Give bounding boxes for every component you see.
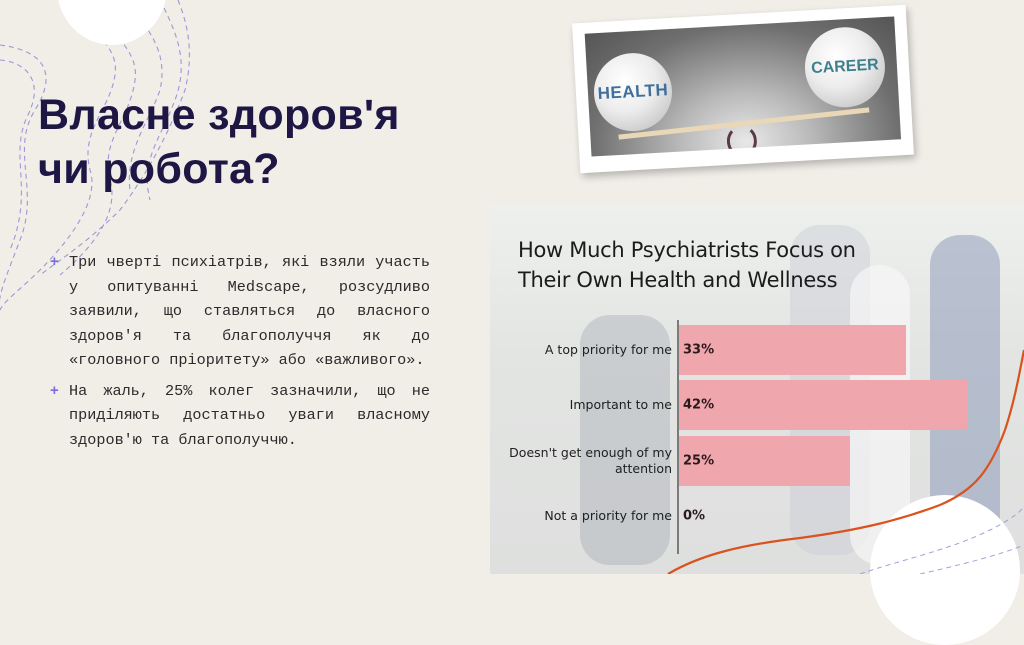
career-ball: CAREER <box>802 25 888 110</box>
bar-row: Important to me 42% <box>490 380 1024 430</box>
balance-image: HEALTH CAREER <box>584 16 902 157</box>
chart-title: How Much Psychiatrists Focus on Their Ow… <box>518 235 856 295</box>
bar-value: 25% <box>683 453 715 469</box>
fulcrum-ring <box>726 124 758 157</box>
bar-label: Not a priority for me <box>544 508 672 523</box>
decorative-circle-top <box>57 0 167 45</box>
health-ball: HEALTH <box>591 51 675 134</box>
bar-row: Doesn't get enough of my attention 25% <box>490 436 1024 486</box>
bullet-text: Три чверті психіатрів, які взяли участь … <box>69 253 430 369</box>
slide-title-line1: Власне здоров'я <box>38 91 400 139</box>
bar-label: Important to me <box>569 397 672 412</box>
chart-title-line1: How Much Psychiatrists Focus on <box>518 238 856 262</box>
decorative-circle-bottom <box>870 495 1020 645</box>
bullet-item: + Три чверті психіатрів, які взяли участ… <box>50 250 430 373</box>
bullet-item: + На жаль, 25% колег зазначили, що не пр… <box>50 379 430 453</box>
bar-label: A top priority for me <box>544 342 672 357</box>
bullet-list: + Три чверті психіатрів, які взяли участ… <box>50 250 430 458</box>
slide-title: Власне здоров'я чи робота? <box>38 88 400 196</box>
health-career-photo: HEALTH CAREER <box>572 4 914 174</box>
bar-value: 0% <box>683 508 706 524</box>
slide-title-line2: чи робота? <box>38 145 280 193</box>
bar-label: Doesn't get enough of my attention <box>509 445 672 476</box>
plus-icon: + <box>50 381 59 399</box>
bar <box>679 380 967 430</box>
chart-title-line2: Their Own Health and Wellness <box>518 268 838 292</box>
bar-row: A top priority for me 33% <box>490 325 1024 375</box>
bar-value: 42% <box>683 397 715 413</box>
bar-value: 33% <box>683 342 715 358</box>
bullet-text: На жаль, 25% колег зазначили, що не прид… <box>69 381 430 449</box>
plus-icon: + <box>50 253 59 270</box>
background-figure <box>580 315 670 565</box>
